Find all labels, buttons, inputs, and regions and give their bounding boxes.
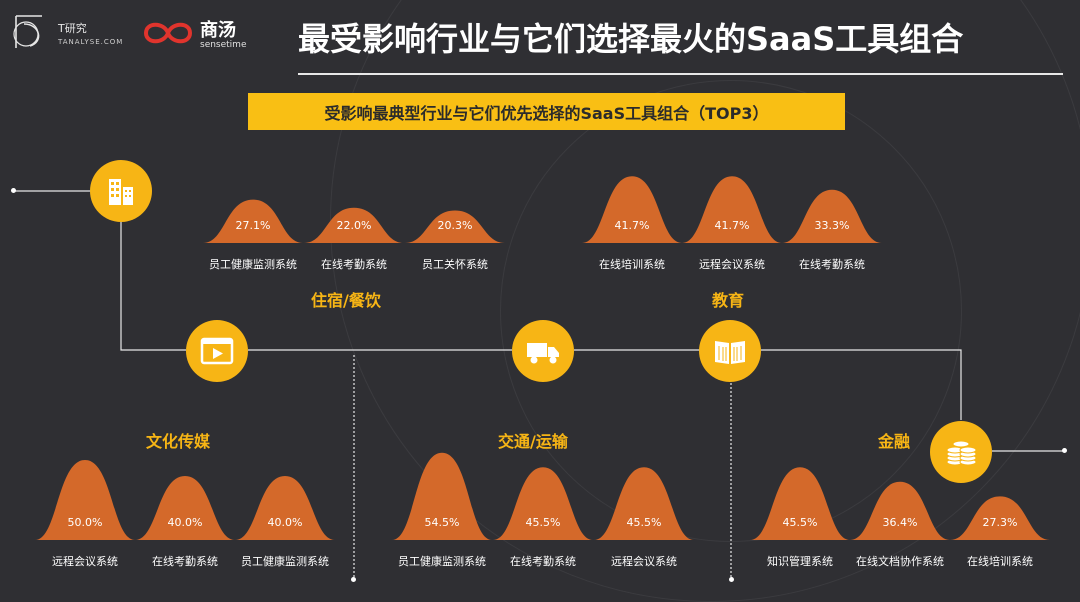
connector-line [120, 220, 186, 351]
mound-bar [203, 199, 303, 243]
category-label: 员工健康监测系统 [209, 257, 297, 271]
industry-label-media: 文化传媒 [146, 432, 211, 451]
mound-bar [782, 189, 882, 243]
coins-icon [946, 440, 977, 466]
connector-line [761, 349, 962, 420]
category-label: 在线文档协作系统 [856, 554, 944, 568]
data-label: 22.0% [337, 219, 372, 232]
category-label: 员工健康监测系统 [241, 554, 329, 568]
background-arc [500, 80, 962, 542]
industry-label-finance: 金融 [878, 432, 911, 451]
mound-bar [594, 467, 694, 540]
industry-icon-hospitality [90, 160, 152, 222]
data-label: 41.7% [715, 219, 750, 232]
sensetime-logo-name: 商汤 [200, 20, 236, 41]
category-label: 在线培训系统 [967, 554, 1033, 568]
data-label: 54.5% [425, 516, 460, 529]
data-label: 40.0% [268, 516, 303, 529]
connector-endpoint [729, 577, 734, 582]
mound-bar [950, 496, 1050, 540]
category-label: 在线培训系统 [599, 257, 665, 271]
category-label: 远程会议系统 [699, 258, 765, 271]
tanalyse-logo-icon [13, 15, 42, 48]
book-icon [715, 341, 745, 364]
industry-icon-media [186, 320, 248, 382]
category-label: 在线考勤系统 [152, 554, 218, 568]
category-label: 员工健康监测系统 [398, 554, 486, 568]
category-label: 知识管理系统 [767, 554, 833, 568]
truck-icon [527, 343, 559, 364]
data-label: 36.4% [883, 516, 918, 529]
tanalyse-logo-url: TANALYSE.COM [58, 38, 124, 46]
connector-endpoint [11, 188, 16, 193]
category-label: 在线考勤系统 [510, 554, 576, 568]
connector-endpoint [351, 577, 356, 582]
mound-bar [235, 476, 335, 540]
mound-bar [392, 452, 492, 540]
data-label: 33.3% [815, 219, 850, 232]
mound-bar [850, 481, 950, 540]
data-label: 45.5% [783, 516, 818, 529]
mound-bar [750, 467, 850, 540]
category-label: 远程会议系统 [52, 555, 118, 568]
category-label: 远程会议系统 [611, 555, 677, 568]
industry-label-education: 教育 [712, 291, 745, 310]
category-label: 在线考勤系统 [321, 257, 387, 271]
data-label: 40.0% [168, 516, 203, 529]
category-label: 在线考勤系统 [799, 257, 865, 271]
infographic: T研究 TANALYSE.COM 商汤 sensetime 最受影响行业与它们选… [11, 0, 1080, 602]
sensetime-logo-sub: sensetime [200, 40, 247, 50]
data-label: 45.5% [627, 516, 662, 529]
category-label: 员工关怀系统 [422, 257, 488, 271]
industry-icon-transport [512, 320, 574, 382]
building-icon [109, 179, 133, 205]
industry-icon-finance [930, 421, 992, 483]
data-label: 41.7% [615, 219, 650, 232]
data-label: 27.3% [983, 516, 1018, 529]
industry-label-hospitality: 住宿/餐饮 [311, 291, 381, 310]
data-label: 20.3% [438, 219, 473, 232]
mound-bar [582, 176, 682, 243]
data-label: 27.1% [236, 219, 271, 232]
mound-bar [135, 476, 235, 540]
tanalyse-logo-name: T研究 [58, 22, 87, 35]
connector-endpoint [1062, 448, 1067, 453]
mound-bar [405, 210, 505, 243]
video-icon [200, 337, 234, 365]
mound-bar [304, 207, 404, 243]
data-label: 50.0% [68, 516, 103, 529]
industry-icon-education [699, 320, 761, 382]
data-label: 45.5% [526, 516, 561, 529]
page-title: 最受影响行业与它们选择最火的SaaS工具组合 [298, 20, 964, 58]
tool-share-chart: 27.1% 员工健康监测系统 22.0% 在线考勤系统 20.3% 员工关怀系统 41.7%… [35, 176, 1050, 568]
sensetime-logo-icon [143, 22, 193, 44]
chart-subtitle: 受影响最典型行业与它们优先选择的SaaS工具组合（TOP3） [248, 93, 845, 130]
connector-lines [14, 190, 1063, 578]
mound-bar [682, 176, 782, 243]
title-divider [298, 73, 1063, 75]
mound-bar [493, 467, 593, 540]
mound-bar [35, 460, 135, 540]
industry-label-transport: 交通/运输 [498, 432, 568, 451]
